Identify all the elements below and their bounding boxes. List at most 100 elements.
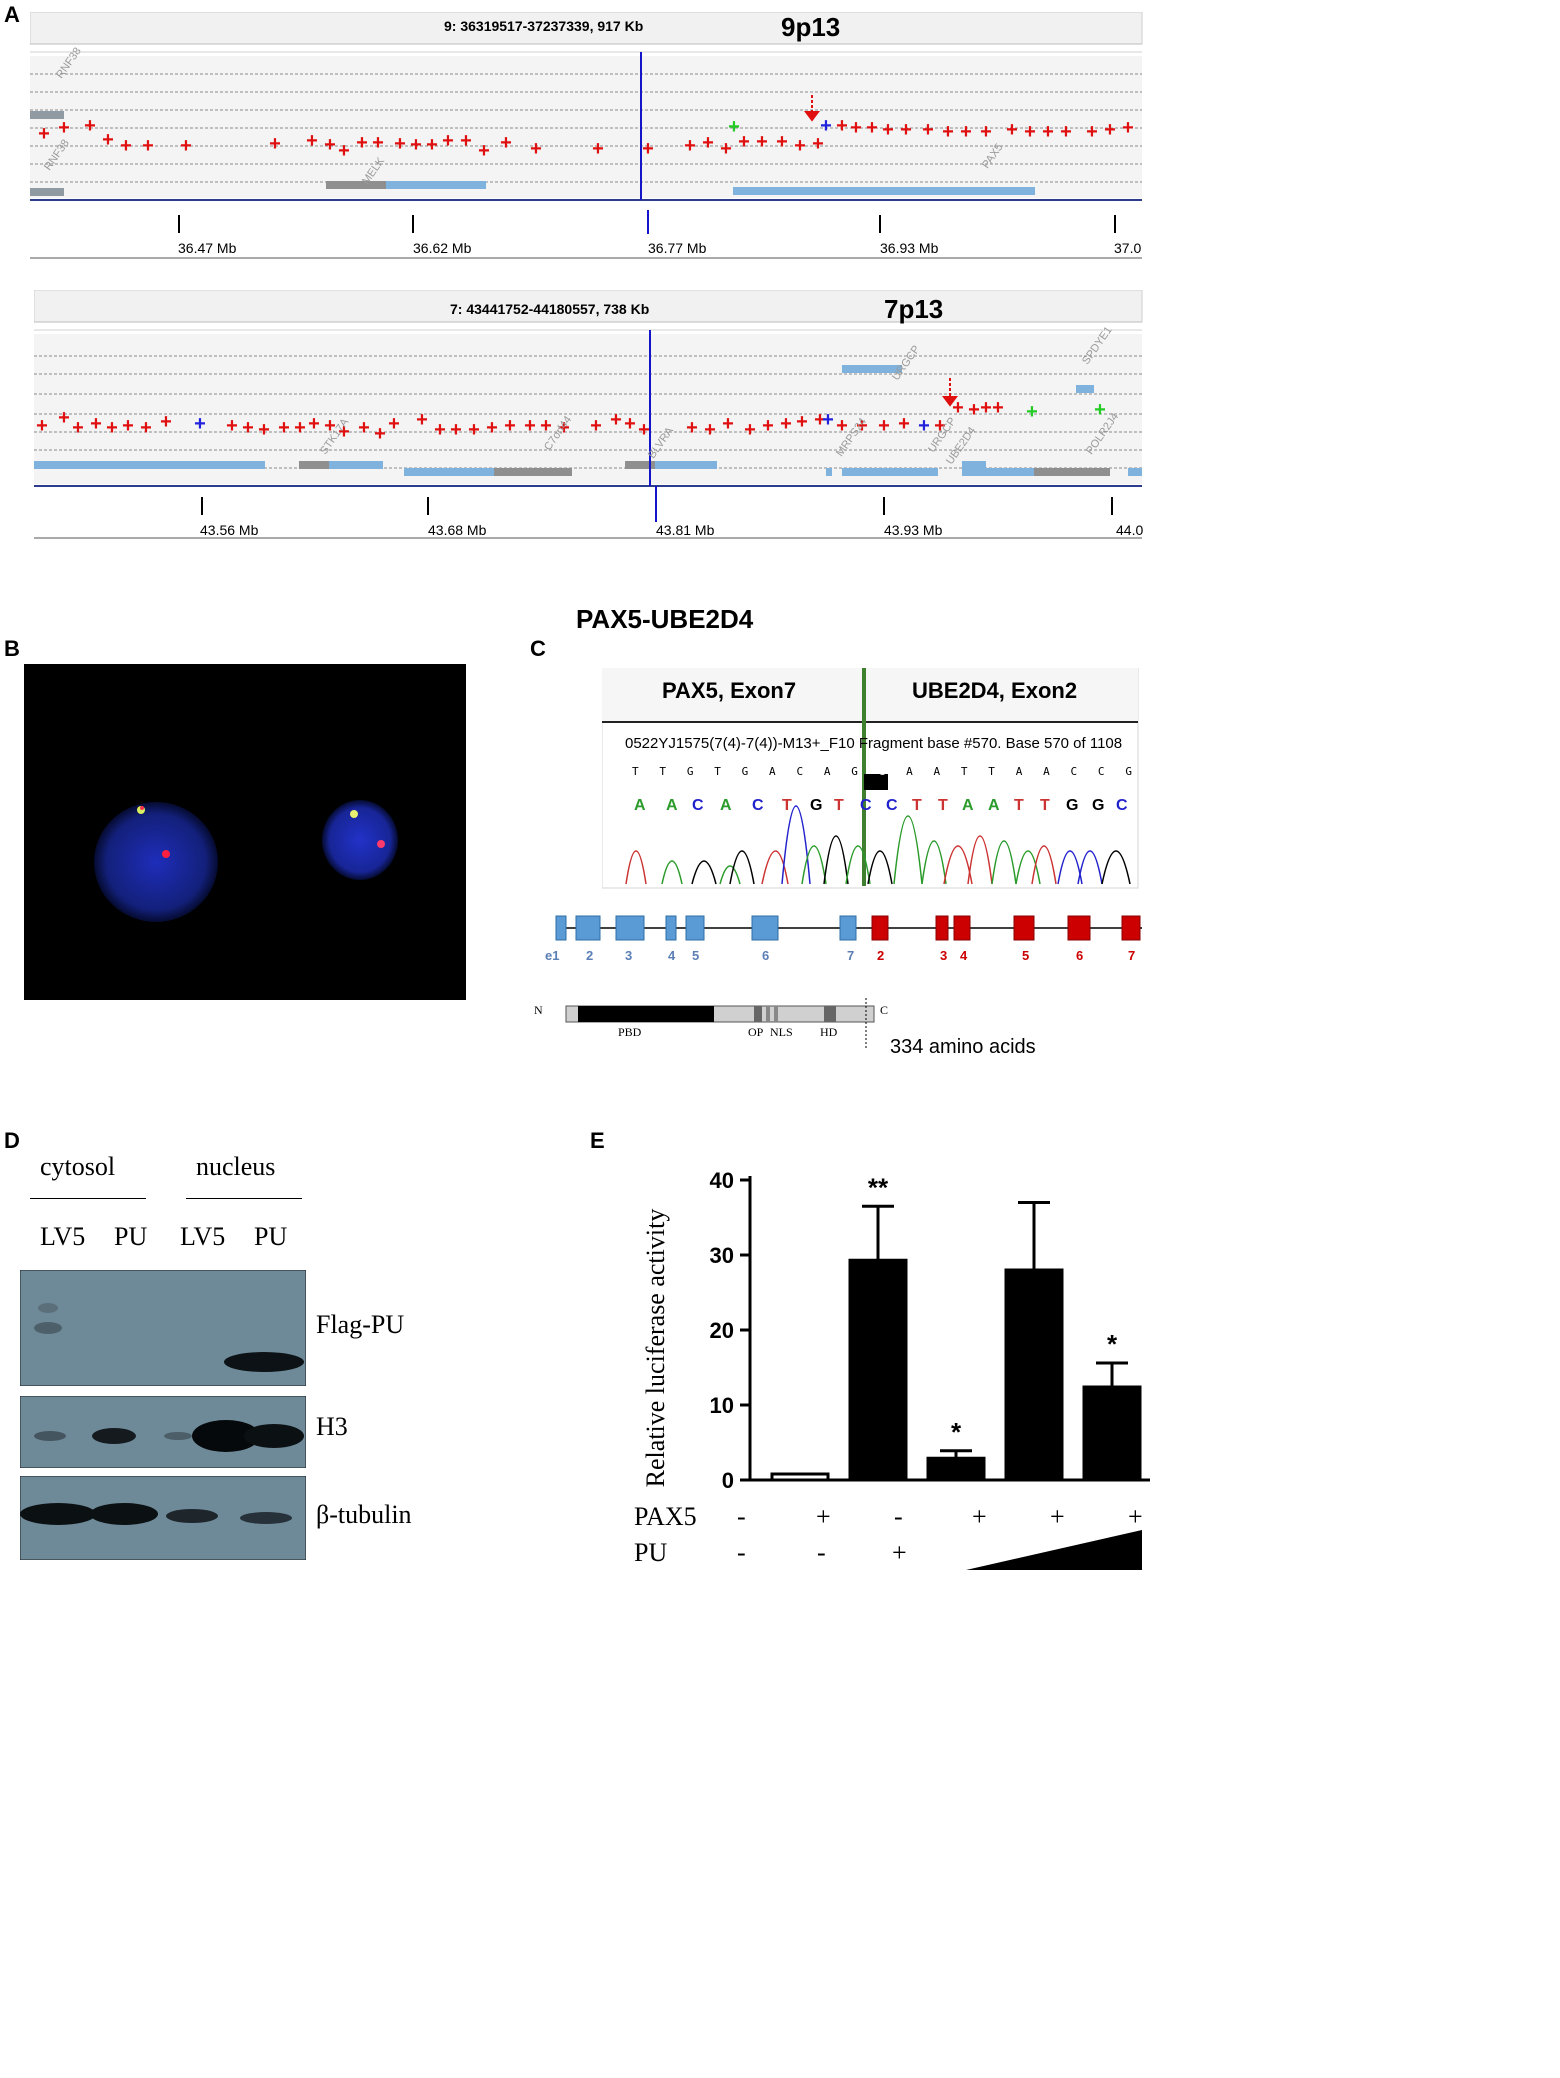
svg-text:+: + xyxy=(968,399,980,421)
base-call: T xyxy=(632,765,639,778)
pax5-exon-number: 5 xyxy=(692,948,700,963)
pax5-exon-number: 4 xyxy=(668,948,676,963)
pax5-condition: + xyxy=(1128,1502,1143,1531)
protein-length-label: 334 amino acids xyxy=(890,1036,1036,1058)
y-tick-label: 20 xyxy=(710,1318,734,1343)
svg-text:+: + xyxy=(850,117,862,139)
svg-text:+: + xyxy=(324,134,336,156)
ube2d4-exon-number: 6 xyxy=(1076,948,1084,963)
blot-band xyxy=(192,1420,260,1452)
y-tick-label: 30 xyxy=(710,1243,734,1268)
svg-text:+: + xyxy=(102,129,114,151)
base-call: C xyxy=(1070,765,1078,778)
svg-text:+: + xyxy=(140,417,152,439)
fish-micrograph xyxy=(24,664,466,1000)
svg-text:T: T xyxy=(1040,797,1050,814)
svg-text:G: G xyxy=(1066,797,1078,814)
ube2d4-exon-number: 5 xyxy=(1022,948,1030,963)
ube2d4-exon-box xyxy=(1121,915,1141,941)
svg-text:+: + xyxy=(90,413,102,435)
svg-text:+: + xyxy=(590,415,602,437)
ube2d4-exon-box xyxy=(1013,915,1035,941)
svg-text:+: + xyxy=(1024,121,1036,143)
y-tick-label: 40 xyxy=(710,1168,734,1193)
panel-a-letter: A xyxy=(4,2,20,27)
bar xyxy=(1082,1385,1142,1482)
nucleus-cell-1 xyxy=(94,802,218,922)
bar xyxy=(848,1258,908,1482)
ube2d4-exon-box xyxy=(935,915,949,941)
svg-text:+: + xyxy=(624,413,636,435)
pax5-condition: + xyxy=(1050,1502,1065,1531)
bar xyxy=(770,1472,830,1482)
nls-domain xyxy=(774,1006,778,1022)
svg-text:+: + xyxy=(530,138,542,160)
svg-text:+: + xyxy=(592,138,604,160)
svg-text:+: + xyxy=(500,132,512,154)
svg-text:+: + xyxy=(540,415,552,437)
svg-text:+: + xyxy=(934,415,946,437)
exon-structure-diagram xyxy=(555,915,1142,941)
base-call: G xyxy=(851,765,858,778)
svg-text:+: + xyxy=(960,121,972,143)
svg-text:A: A xyxy=(666,797,678,814)
svg-text:A: A xyxy=(962,797,974,814)
panel-c-letter: C xyxy=(530,636,546,661)
chart-y-axis-label: Relative luciferase activity xyxy=(641,1208,670,1488)
svg-text:+: + xyxy=(814,409,826,431)
pax5-exon-number: 7 xyxy=(847,948,855,963)
pax5-exon-box xyxy=(751,915,779,941)
op-domain xyxy=(754,1006,762,1022)
blot-band xyxy=(92,1428,136,1444)
pax5-exon-number: 3 xyxy=(625,948,633,963)
base-call: G xyxy=(741,765,749,778)
panel-a-track-2: + + + + + + + + + + + + + + + + + + + + + + + + + + + + + + + + … xyxy=(34,290,1146,540)
svg-text:+: + xyxy=(738,131,750,153)
blot-band xyxy=(34,1431,66,1441)
svg-text:+: + xyxy=(796,411,808,433)
svg-text:+: + xyxy=(72,417,84,439)
svg-text:+: + xyxy=(269,133,281,155)
svg-text:+: + xyxy=(122,415,134,437)
svg-text:+: + xyxy=(952,397,964,419)
svg-text:+: + xyxy=(900,119,912,141)
base-call: A xyxy=(906,765,913,778)
panel-e-letter: E xyxy=(590,1128,605,1153)
pu-condition: - xyxy=(817,1538,826,1567)
ube2d4-exon-box xyxy=(1067,915,1091,941)
panel-c-title: PAX5-UBE2D4 xyxy=(576,604,754,634)
domain-label-op: OP xyxy=(748,1025,764,1039)
blot-band xyxy=(20,1503,96,1525)
protein-c-terminus: C xyxy=(880,1003,889,1017)
svg-text:+: + xyxy=(416,409,428,431)
nucleus-cell-2 xyxy=(322,800,398,880)
svg-text:+: + xyxy=(324,415,336,437)
svg-text:+: + xyxy=(918,415,930,437)
svg-text:+: + xyxy=(394,133,406,155)
ube2d4-exon-number: 7 xyxy=(1128,948,1136,963)
svg-text:+: + xyxy=(898,413,910,435)
significance-marker: ** xyxy=(868,1172,889,1202)
panel-b-letter: B xyxy=(4,636,20,661)
base-call: C xyxy=(1097,765,1105,778)
base-call: T xyxy=(988,765,995,778)
bar xyxy=(926,1456,986,1482)
svg-text:+: + xyxy=(180,135,192,157)
base-call: A xyxy=(933,765,941,778)
svg-text:+: + xyxy=(258,419,270,441)
svg-text:+: + xyxy=(442,130,454,152)
svg-text:+: + xyxy=(142,135,154,157)
svg-text:+: + xyxy=(836,115,848,137)
svg-text:+: + xyxy=(992,397,1004,419)
blot-band xyxy=(240,1512,292,1524)
svg-text:+: + xyxy=(58,117,70,139)
panel-a-track-1-band: 9p13 xyxy=(781,12,841,42)
domain-label-pbd: PBD xyxy=(618,1025,642,1039)
panel-a-track-2-tick-label: 43.81 Mb xyxy=(656,522,715,538)
western-blot-beta-tubulin xyxy=(20,1476,306,1560)
panel-a-track-1-tick-label: 37.0 xyxy=(1114,240,1142,256)
svg-text:+: + xyxy=(410,134,422,156)
svg-text:+: + xyxy=(36,415,48,437)
group-underline xyxy=(30,1198,146,1199)
